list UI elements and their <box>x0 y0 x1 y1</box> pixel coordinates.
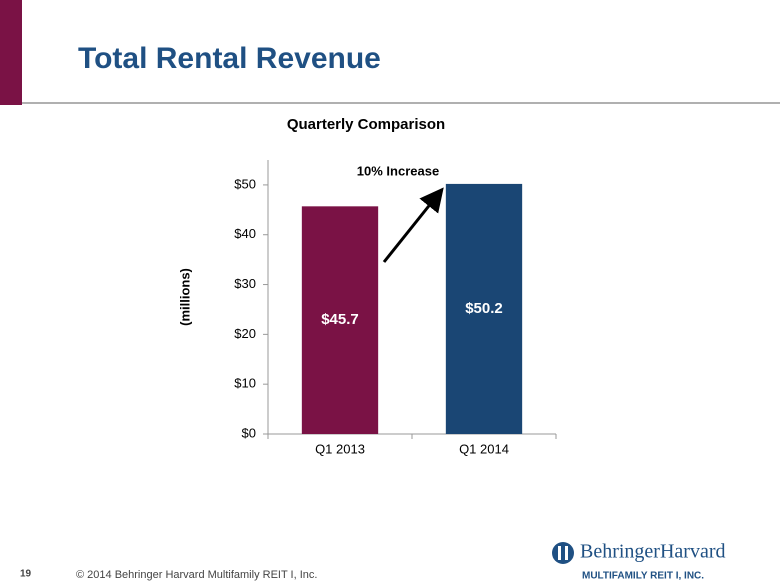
annotation: 10% Increase <box>357 163 439 178</box>
logo-subtitle: MULTIFAMILY REIT I, INC. <box>582 571 704 582</box>
bar <box>445 183 523 434</box>
x-tick-label: Q1 2014 <box>459 441 509 456</box>
footer: © 2014 Behringer Harvard Multifamily REI… <box>76 569 317 581</box>
x-tick-label: Q1 2013 <box>315 441 365 456</box>
y-tick-label: $50 <box>234 176 256 191</box>
logo-name: BehringerHarvard <box>580 541 726 563</box>
y-tick-label: $10 <box>234 376 256 391</box>
increase-arrow <box>382 187 444 263</box>
y-tick-label: $30 <box>234 276 256 291</box>
value-label: $50.2 <box>465 300 503 317</box>
y-tick-label: $0 <box>242 425 256 440</box>
logo-icon <box>552 542 574 564</box>
value-label: $45.7 <box>321 311 359 328</box>
slide-title: Total Rental Revenue <box>78 42 381 75</box>
y-axis-label: (millions) <box>177 268 192 326</box>
y-tick-label: $40 <box>234 226 256 241</box>
y-tick-label: $20 <box>234 326 256 341</box>
logo: BehringerHarvard MULTIFAMILY REIT I, INC… <box>552 541 726 582</box>
logo-icon-mark <box>558 546 561 560</box>
chart-title: Quarterly Comparison <box>287 116 445 133</box>
bar <box>301 206 379 434</box>
page-number: 19 <box>20 569 32 580</box>
logo-icon-mark <box>565 546 568 560</box>
accent-band <box>0 0 22 105</box>
